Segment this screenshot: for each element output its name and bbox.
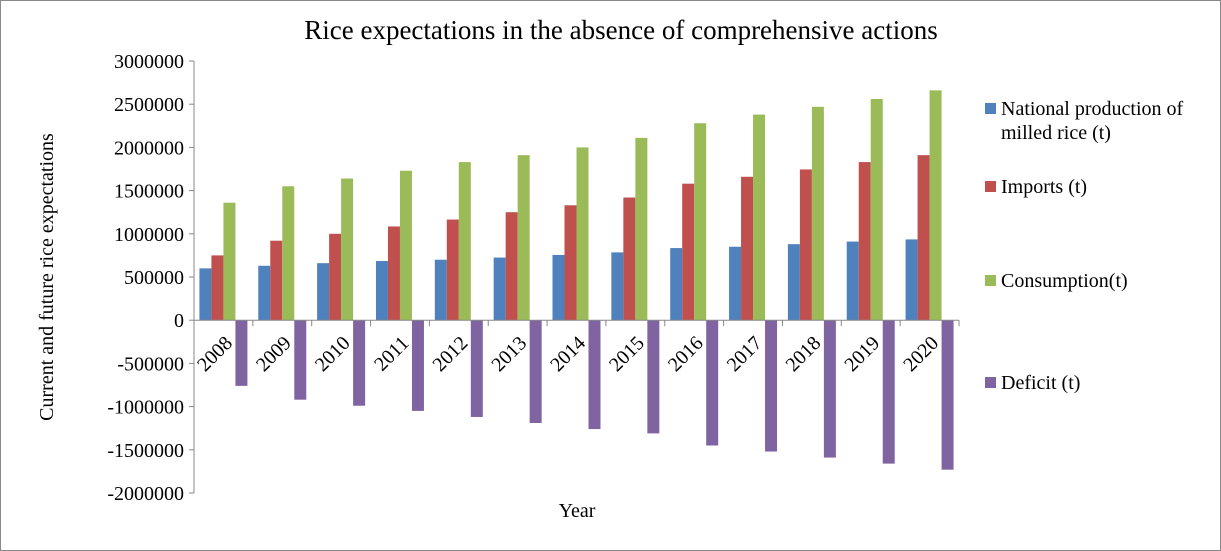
bar xyxy=(353,320,366,406)
x-tick-label: 2018 xyxy=(782,332,826,376)
x-tick-label: 2008 xyxy=(193,332,237,376)
x-tick-label: 2015 xyxy=(605,332,649,376)
bar xyxy=(787,244,800,321)
bar xyxy=(399,170,412,321)
y-tick-label: -2000000 xyxy=(107,483,184,505)
bar xyxy=(576,147,589,321)
legend-label: Imports (t) xyxy=(1001,176,1088,198)
bar xyxy=(458,162,471,321)
bar xyxy=(258,265,271,321)
bar xyxy=(741,176,754,321)
legend-swatch xyxy=(985,103,996,114)
y-tick-label: 1000000 xyxy=(114,224,184,246)
y-tick-label: -1500000 xyxy=(107,440,184,462)
bar xyxy=(635,137,648,321)
legend-swatch xyxy=(985,181,996,192)
bar xyxy=(552,254,565,321)
legend-label: Consumption(t) xyxy=(1001,270,1128,292)
bar xyxy=(905,239,918,321)
y-tick-label: 500000 xyxy=(124,267,184,289)
bar xyxy=(729,246,742,321)
x-tick-label: 2011 xyxy=(370,332,413,375)
x-tick-label: 2019 xyxy=(840,332,884,376)
bar xyxy=(199,268,212,321)
bar xyxy=(706,320,719,446)
bar xyxy=(294,320,307,400)
y-tick-label: -1000000 xyxy=(107,397,184,419)
bar xyxy=(446,219,459,321)
bar xyxy=(564,205,577,321)
chart-title: Rice expectations in the absence of comp… xyxy=(304,15,938,45)
y-tick-label: 2500000 xyxy=(114,94,184,116)
bar xyxy=(870,99,883,321)
bar xyxy=(375,261,388,321)
bar xyxy=(588,320,601,430)
bar xyxy=(411,320,424,411)
bar xyxy=(670,248,683,321)
bar xyxy=(470,320,483,417)
bar xyxy=(387,226,400,321)
bar xyxy=(694,123,707,321)
bar xyxy=(517,155,530,321)
y-tick-label: -500000 xyxy=(117,353,184,375)
bar xyxy=(270,240,283,321)
bar xyxy=(329,233,342,321)
x-tick-label: 2014 xyxy=(546,332,590,376)
bar xyxy=(211,255,224,321)
y-tick-label: 1500000 xyxy=(114,181,184,203)
x-tick-label: 2016 xyxy=(664,332,708,376)
x-tick-label: 2013 xyxy=(487,332,531,376)
legend-label: National production of milled rice (t) xyxy=(1001,98,1184,144)
y-axis-label: Current and future rice expectations xyxy=(36,133,58,421)
x-tick-label: 2020 xyxy=(899,332,943,376)
bar xyxy=(846,241,859,321)
legend-item: Deficit (t) xyxy=(985,371,1205,395)
legend-label: Deficit (t) xyxy=(1001,372,1081,394)
bar xyxy=(493,257,506,321)
bar xyxy=(235,320,248,386)
bar xyxy=(765,320,778,452)
bar xyxy=(434,259,447,321)
bar xyxy=(611,252,624,321)
bar xyxy=(941,320,954,470)
legend-item: National production of milled rice (t) xyxy=(985,97,1205,145)
x-axis-label: Year xyxy=(559,500,596,522)
x-tick-label: 2012 xyxy=(429,332,473,376)
bar xyxy=(623,197,636,321)
y-tick-label: 3000000 xyxy=(114,51,184,73)
x-tick-label: 2017 xyxy=(723,332,767,376)
y-tick-label: 0 xyxy=(174,310,184,332)
bar xyxy=(917,155,930,321)
bar xyxy=(341,178,354,321)
x-tick-label: 2010 xyxy=(311,332,355,376)
bar xyxy=(223,202,236,321)
bar xyxy=(317,263,330,321)
bar xyxy=(811,106,824,321)
bar xyxy=(505,212,518,321)
bar xyxy=(753,114,766,321)
bar xyxy=(882,320,895,464)
legend-item: Imports (t) xyxy=(985,175,1205,199)
bar xyxy=(647,320,660,434)
x-tick-label: 2009 xyxy=(252,332,296,376)
legend-item: Consumption(t) xyxy=(985,269,1205,293)
bar xyxy=(929,90,942,321)
legend-swatch xyxy=(985,377,996,388)
bar xyxy=(858,162,871,321)
bar xyxy=(799,169,812,321)
legend-swatch xyxy=(985,275,996,286)
bar xyxy=(529,320,542,424)
y-tick-label: 2000000 xyxy=(114,137,184,159)
bar xyxy=(682,183,695,321)
bar xyxy=(823,320,836,458)
bar xyxy=(282,186,295,321)
